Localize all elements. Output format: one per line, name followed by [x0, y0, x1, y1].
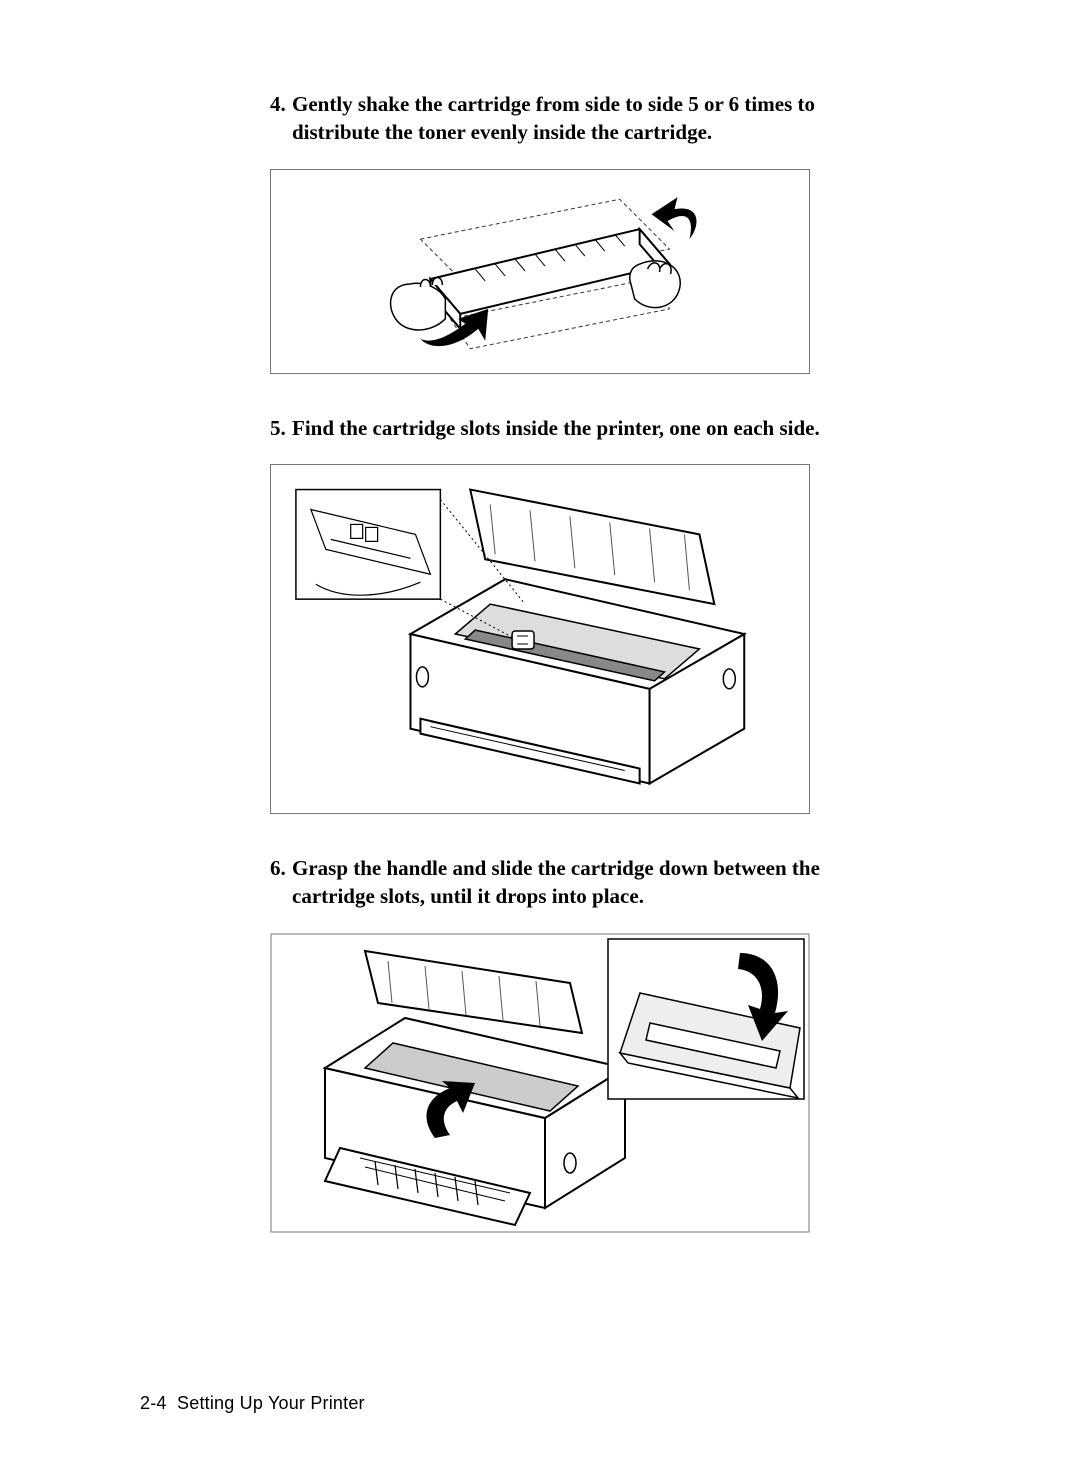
step-4-text: 4. Gently shake the cartridge from side …: [270, 90, 890, 147]
footer-section: Setting Up Your Printer: [177, 1393, 365, 1413]
locate-slots-illustration: [271, 464, 809, 814]
step-5: 5. Find the cartridge slots inside the p…: [270, 414, 890, 442]
step-4-number: 4.: [270, 90, 292, 147]
step-6-body: Grasp the handle and slide the cartridge…: [292, 854, 890, 911]
insert-cartridge-illustration: [270, 933, 810, 1233]
step-4-body: Gently shake the cartridge from side to …: [292, 90, 890, 147]
shake-cartridge-illustration: [271, 169, 809, 374]
manual-page: 4. Gently shake the cartridge from side …: [0, 0, 1080, 1484]
step-6-number: 6.: [270, 854, 292, 911]
step-5-body: Find the cartridge slots inside the prin…: [292, 414, 890, 442]
figure-insert-cartridge: [270, 933, 810, 1233]
step-5-text: 5. Find the cartridge slots inside the p…: [270, 414, 890, 442]
figure-shake-cartridge: [270, 169, 810, 374]
footer-pageref: 2-4: [140, 1393, 167, 1413]
step-6-text: 6. Grasp the handle and slide the cartri…: [270, 854, 890, 911]
page-footer: 2-4 Setting Up Your Printer: [140, 1393, 365, 1414]
step-5-number: 5.: [270, 414, 292, 442]
step-4: 4. Gently shake the cartridge from side …: [270, 90, 890, 147]
figure-locate-slots: [270, 464, 810, 814]
step-6: 6. Grasp the handle and slide the cartri…: [270, 854, 890, 911]
